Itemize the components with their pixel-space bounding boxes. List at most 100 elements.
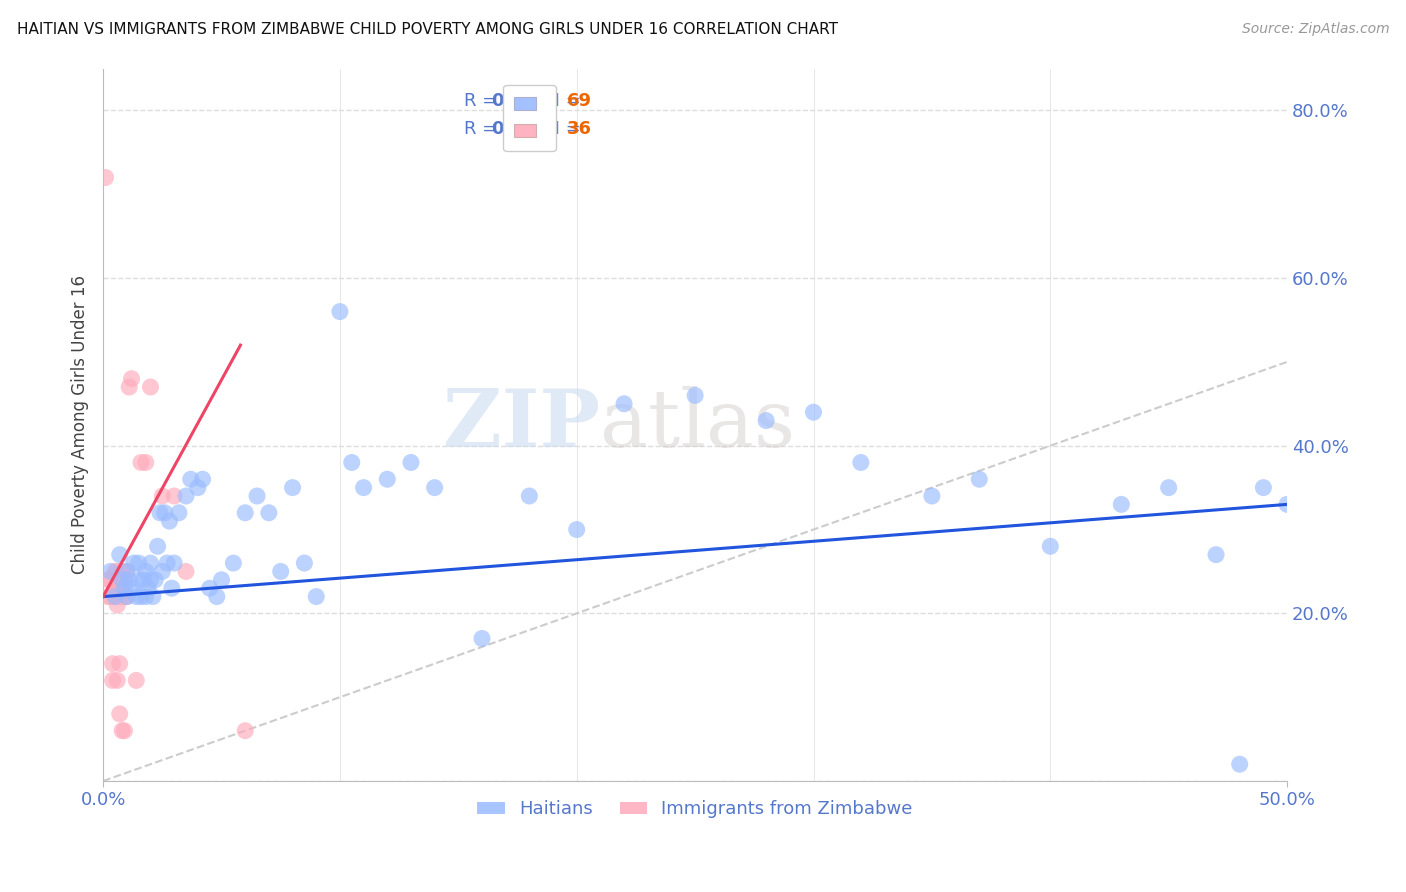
Point	[104, 590, 127, 604]
Point	[755, 413, 778, 427]
Text: 0.404: 0.404	[492, 120, 548, 138]
Point	[329, 304, 352, 318]
Text: HAITIAN VS IMMIGRANTS FROM ZIMBABWE CHILD POVERTY AMONG GIRLS UNDER 16 CORRELATI: HAITIAN VS IMMIGRANTS FROM ZIMBABWE CHIL…	[17, 22, 838, 37]
Point	[111, 573, 134, 587]
Text: N =: N =	[536, 120, 586, 138]
Point	[153, 506, 176, 520]
Point	[108, 548, 131, 562]
Point	[104, 581, 127, 595]
Point	[143, 573, 166, 587]
Point	[121, 372, 143, 386]
Point	[139, 556, 162, 570]
Point	[111, 723, 134, 738]
Point	[94, 170, 117, 185]
Point	[1111, 497, 1133, 511]
Point	[1205, 548, 1227, 562]
Point	[115, 565, 138, 579]
Text: N =: N =	[536, 92, 586, 110]
Point	[305, 590, 328, 604]
Point	[101, 657, 124, 671]
Point	[104, 590, 127, 604]
Text: ZIP: ZIP	[443, 385, 600, 464]
Point	[104, 565, 127, 579]
Point	[375, 472, 398, 486]
Point	[108, 657, 131, 671]
Point	[108, 706, 131, 721]
Text: 36: 36	[567, 120, 592, 138]
Point	[187, 481, 209, 495]
Point	[136, 581, 159, 595]
Point	[205, 590, 228, 604]
Y-axis label: Child Poverty Among Girls Under 16: Child Poverty Among Girls Under 16	[72, 276, 89, 574]
Point	[121, 581, 143, 595]
Point	[111, 581, 134, 595]
Point	[115, 590, 138, 604]
Point	[967, 472, 990, 486]
Point	[163, 556, 186, 570]
Point	[115, 590, 138, 604]
Point	[129, 590, 152, 604]
Point	[246, 489, 269, 503]
Point	[108, 590, 131, 604]
Point	[132, 573, 155, 587]
Text: Source: ZipAtlas.com: Source: ZipAtlas.com	[1241, 22, 1389, 37]
Point	[98, 590, 121, 604]
Point	[135, 455, 157, 469]
Point	[163, 489, 186, 503]
Point	[139, 573, 162, 587]
Point	[125, 673, 148, 688]
Point	[1275, 497, 1298, 511]
Legend: Haitians, Immigrants from Zimbabwe: Haitians, Immigrants from Zimbabwe	[470, 793, 920, 825]
Point	[118, 380, 141, 394]
Point	[156, 556, 179, 570]
Point	[270, 565, 292, 579]
Point	[1229, 757, 1251, 772]
Point	[233, 723, 256, 738]
Point	[105, 598, 128, 612]
Point	[565, 523, 588, 537]
Point	[803, 405, 825, 419]
Text: 69: 69	[567, 92, 592, 110]
Point	[294, 556, 316, 570]
Point	[135, 590, 157, 604]
Text: R =: R =	[464, 120, 503, 138]
Point	[105, 581, 128, 595]
Point	[129, 455, 152, 469]
Point	[142, 590, 165, 604]
Point	[281, 481, 304, 495]
Point	[111, 565, 134, 579]
Text: 0.246: 0.246	[492, 92, 548, 110]
Point	[101, 673, 124, 688]
Point	[105, 673, 128, 688]
Point	[180, 472, 202, 486]
Point	[1039, 539, 1062, 553]
Point	[399, 455, 422, 469]
Point	[174, 489, 197, 503]
Point	[139, 380, 162, 394]
Point	[167, 506, 190, 520]
Point	[135, 565, 157, 579]
Point	[191, 472, 214, 486]
Point	[150, 565, 173, 579]
Text: atlas: atlas	[600, 385, 796, 464]
Point	[222, 556, 245, 570]
Point	[921, 489, 943, 503]
Point	[198, 581, 221, 595]
Point	[849, 455, 872, 469]
Point	[423, 481, 446, 495]
Text: R =: R =	[464, 92, 503, 110]
Point	[105, 565, 128, 579]
Point	[471, 632, 494, 646]
Point	[98, 573, 121, 587]
Point	[122, 556, 145, 570]
Point	[114, 723, 136, 738]
Point	[233, 506, 256, 520]
Point	[353, 481, 375, 495]
Point	[98, 565, 121, 579]
Point	[211, 573, 233, 587]
Point	[1157, 481, 1180, 495]
Point	[108, 573, 131, 587]
Point	[149, 506, 172, 520]
Point	[160, 581, 183, 595]
Point	[118, 573, 141, 587]
